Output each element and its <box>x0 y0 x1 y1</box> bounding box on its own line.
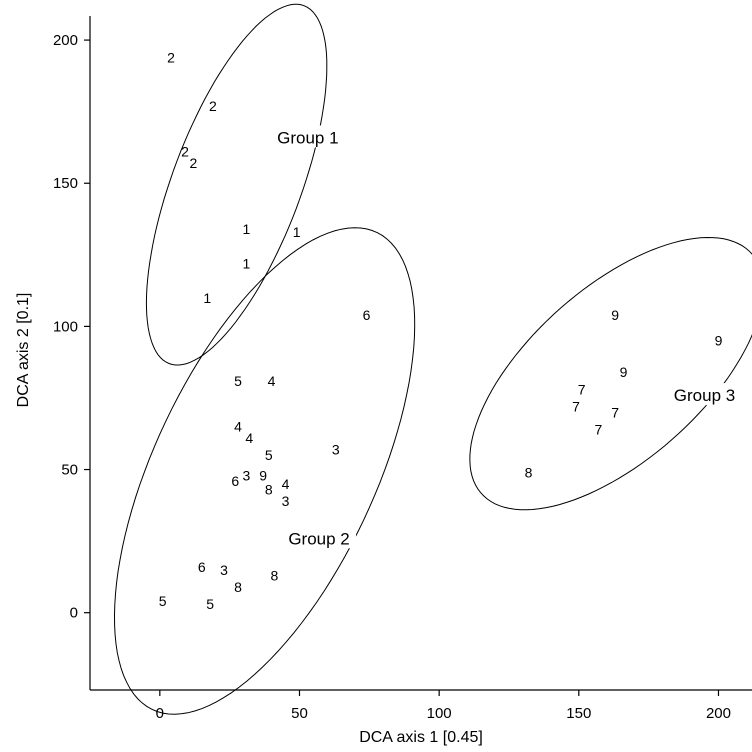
data-point: 4 <box>234 419 242 435</box>
data-point: 4 <box>282 476 290 492</box>
data-point: 5 <box>159 593 167 609</box>
data-point: 2 <box>189 155 197 171</box>
data-point: 8 <box>234 579 242 595</box>
data-point: 7 <box>611 404 619 420</box>
data-point: 9 <box>715 333 723 349</box>
group-label-background <box>667 383 742 406</box>
data-point: 8 <box>270 567 278 583</box>
data-point: 9 <box>611 307 619 323</box>
data-point: 2 <box>167 49 175 65</box>
data-point: 5 <box>234 373 242 389</box>
data-point: 3 <box>243 467 251 483</box>
group-label-background <box>270 125 345 148</box>
data-point: 6 <box>231 473 239 489</box>
x-tick-label: 0 <box>156 705 164 722</box>
data-point: 1 <box>243 221 251 237</box>
data-point: 2 <box>209 98 217 114</box>
data-point: 7 <box>594 421 602 437</box>
y-tick-label: 0 <box>70 605 78 622</box>
data-point: 1 <box>243 255 251 271</box>
data-point: 5 <box>206 596 214 612</box>
group-2-ellipse <box>113 227 416 715</box>
y-tick-label: 150 <box>53 175 78 192</box>
y-tick-label: 200 <box>53 32 78 49</box>
axes: 0 50 100 150 200 0 50 100 150 200 <box>53 16 752 722</box>
data-point: 2 <box>181 144 189 160</box>
group-ellipses <box>113 3 752 715</box>
data-point: 3 <box>282 493 290 509</box>
x-axis-title: DCA axis 1 [0.45] <box>359 729 483 746</box>
group-3-label: Group 3 <box>674 386 735 405</box>
y-tick-label: 100 <box>53 318 78 335</box>
group-1-label: Group 1 <box>277 128 338 147</box>
group-2-label: Group 2 <box>288 529 349 548</box>
data-point: 9 <box>259 467 267 483</box>
group-labels: Group 1 Group 2 Group 3 <box>270 125 742 549</box>
x-tick-label: 50 <box>291 705 308 722</box>
data-point: 9 <box>620 364 628 380</box>
group-3-ellipse <box>469 236 752 511</box>
data-point: 3 <box>332 442 340 458</box>
data-point: 6 <box>198 559 206 575</box>
data-point: 8 <box>265 482 273 498</box>
data-point: 8 <box>525 464 533 480</box>
data-point: 6 <box>363 307 371 323</box>
group-1-ellipse <box>145 3 328 366</box>
x-tick-label: 200 <box>706 705 731 722</box>
data-point: 3 <box>220 562 228 578</box>
data-point: 4 <box>268 373 276 389</box>
data-point: 1 <box>203 290 211 306</box>
data-point: 1 <box>293 224 301 240</box>
y-tick-label: 50 <box>61 462 78 479</box>
group-label-background <box>282 526 357 549</box>
data-point: 4 <box>245 430 253 446</box>
data-point: 7 <box>578 381 586 397</box>
y-axis-title: DCA axis 2 [0.1] <box>15 293 32 408</box>
x-tick-label: 100 <box>427 705 452 722</box>
data-point: 5 <box>265 447 273 463</box>
data-point: 7 <box>572 399 580 415</box>
x-tick-label: 150 <box>566 705 591 722</box>
